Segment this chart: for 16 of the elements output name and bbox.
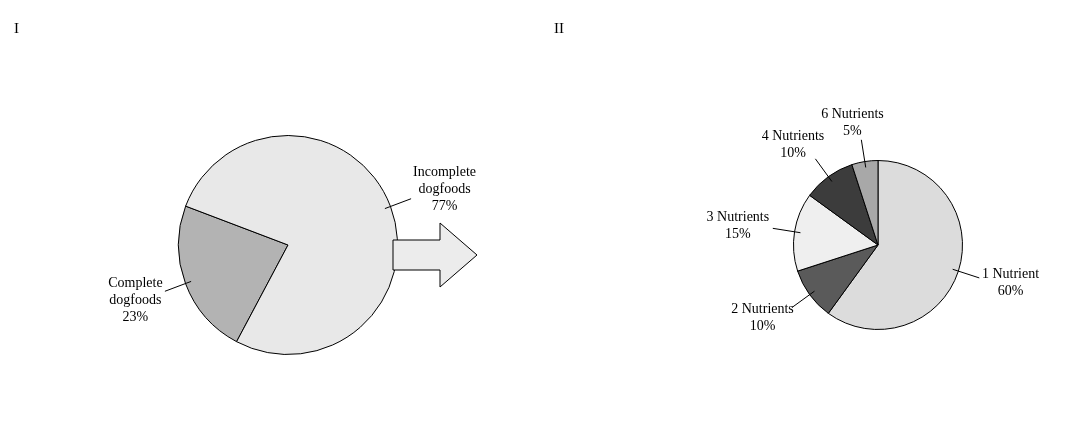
slice-label: Complete dogfoods xyxy=(108,274,163,307)
data-label: 60% xyxy=(997,283,1024,299)
slice-label: 2 Nutrients xyxy=(731,300,794,316)
data-label: 5% xyxy=(843,123,863,139)
slice-label: Incomplete dogfoods xyxy=(413,164,477,197)
data-label: 23% xyxy=(122,308,149,324)
data-label: 77% xyxy=(431,198,458,214)
data-label: 15% xyxy=(725,225,752,241)
data-label: 10% xyxy=(780,145,807,161)
chart-title: I xyxy=(14,20,19,37)
slice-label: 1 Nutrient xyxy=(981,266,1040,282)
data-label: 10% xyxy=(749,317,776,333)
slice-label: 6 Nutrients xyxy=(821,106,884,122)
slice-label: 4 Nutrients xyxy=(761,128,825,144)
text: II xyxy=(554,20,564,37)
slice-label: 3 Nutrients xyxy=(706,208,770,224)
